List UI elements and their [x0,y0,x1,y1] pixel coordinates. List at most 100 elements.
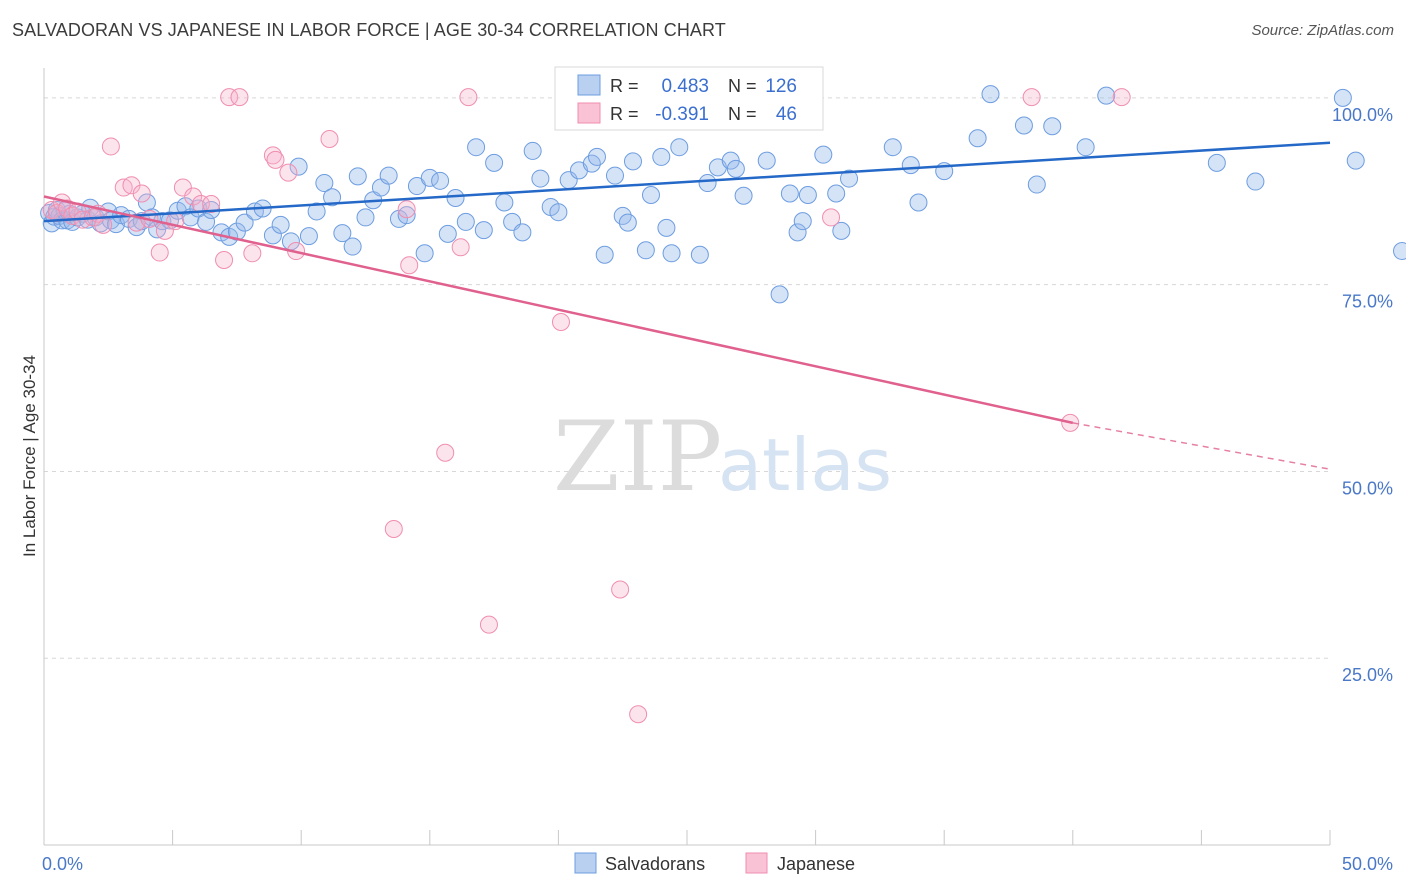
point-japanese-41 [629,705,648,724]
point-salvadorans-95 [757,151,776,170]
point-japanese-37 [459,88,478,107]
point-salvadorans-103 [832,221,851,240]
chart-source: Source: ZipAtlas.com [1251,22,1394,39]
point-japanese-26 [243,244,262,263]
point-salvadorans-84 [641,186,660,205]
y-tick-label-50: 50.0% [1342,478,1393,498]
chart-title: SALVADORAN VS JAPANESE IN LABOR FORCE | … [12,20,726,40]
point-japanese-22 [202,194,221,213]
point-salvadorans-49 [343,237,362,256]
point-japanese-25 [230,88,249,107]
x-tick-label-min: 0.0% [42,854,83,874]
point-salvadorans-115 [1097,86,1116,105]
point-salvadorans-99 [793,212,812,231]
correlation-legend: R = 0.483 N = 126 R = -0.391 N = 46 [554,66,824,131]
point-salvadorans-73 [549,203,568,222]
legend-n-label-japanese: N = [728,104,757,124]
point-salvadorans-71 [531,169,550,188]
point-salvadorans-21 [127,218,146,237]
legend-r-label-japanese: R = [610,104,639,124]
point-salvadorans-63 [456,212,475,231]
legend-n-value-salvadorans: 126 [765,76,797,97]
point-salvadorans-67 [495,193,514,212]
point-salvadorans-98 [788,223,807,242]
point-salvadorans-104 [840,169,859,188]
point-salvadorans-54 [379,166,398,185]
point-japanese-33 [397,200,416,219]
legend-r-label-salvadorans: R = [610,76,639,96]
point-japanese-45 [1112,88,1131,107]
point-salvadorans-112 [1027,175,1046,194]
point-salvadorans-79 [605,166,624,185]
point-japanese-10 [101,137,120,156]
trendline-salvadorans [43,141,1331,223]
point-japanese-43 [1022,88,1041,107]
point-japanese-39 [551,313,570,332]
y-tick-label-100: 100.0% [1332,105,1393,125]
point-salvadorans-45 [307,202,326,221]
point-salvadorans-89 [690,245,709,264]
point-salvadorans-64 [467,138,486,157]
watermark: ZIP atlas [553,401,892,513]
point-salvadorans-119 [1346,151,1365,170]
point-salvadorans-94 [734,186,753,205]
point-japanese-40 [611,580,630,599]
point-salvadorans-43 [289,157,308,176]
point-salvadorans-59 [420,168,439,187]
point-salvadorans-41 [271,215,290,234]
point-japanese-38 [479,615,498,634]
point-salvadorans-107 [909,193,928,212]
series-legend-label-salvadorans[interactable]: Salvadorans [605,854,705,874]
watermark-zip: ZIP [553,401,722,513]
point-salvadorans-85 [652,147,671,166]
legend-n-value-japanese: 46 [776,104,797,125]
point-salvadorans-51 [356,208,375,227]
y-tick-labels: 25.0% 50.0% 75.0% 100.0% [1332,105,1393,685]
point-salvadorans-113 [1043,117,1062,136]
legend-r-value-salvadorans: 0.483 [661,76,709,97]
point-salvadorans-70 [523,141,542,160]
point-salvadorans-120 [1393,242,1406,261]
point-japanese-28 [266,150,285,169]
point-salvadorans-86 [657,218,676,237]
point-salvadorans-56 [397,206,416,225]
y-axis-title: In Labor Force | Age 30-34 [20,355,39,557]
point-salvadorans-93 [726,159,745,178]
point-salvadorans-111 [1014,116,1033,135]
point-salvadorans-117 [1246,172,1265,191]
point-japanese-20 [184,187,203,206]
point-salvadorans-106 [901,156,920,175]
point-japanese-42 [822,208,841,227]
point-japanese-32 [384,519,403,538]
series-legend-label-japanese[interactable]: Japanese [777,854,855,874]
point-salvadorans-105 [883,138,902,157]
point-japanese-31 [320,129,339,148]
series-legend-swatch-japanese[interactable] [745,852,768,874]
point-salvadorans-44 [299,227,318,246]
legend-swatch-salvadorans [577,74,601,96]
point-salvadorans-37 [235,213,254,232]
point-salvadorans-96 [770,285,789,304]
point-salvadorans-87 [662,244,681,263]
point-salvadorans-60 [431,171,450,190]
legend-n-label-salvadorans: N = [728,76,757,96]
legend-r-value-japanese: -0.391 [655,104,709,125]
point-japanese-23 [215,251,234,270]
y-tick-label-25: 25.0% [1342,665,1393,685]
point-salvadorans-69 [513,223,532,242]
point-japanese-24 [220,88,239,107]
point-japanese-19 [173,178,192,197]
point-japanese-29 [279,163,298,182]
point-salvadorans-61 [438,224,457,243]
point-salvadorans-100 [798,186,817,205]
point-salvadorans-82 [623,152,642,171]
point-salvadorans-102 [827,184,846,203]
point-japanese-0 [42,200,61,219]
point-salvadorans-90 [698,174,717,193]
y-tick-label-75: 75.0% [1342,292,1393,312]
series-legend-swatch-salvadorans[interactable] [574,852,597,874]
point-salvadorans-47 [323,188,342,207]
point-salvadorans-48 [333,224,352,243]
point-japanese-34 [400,256,419,275]
point-salvadorans-62 [446,188,465,207]
